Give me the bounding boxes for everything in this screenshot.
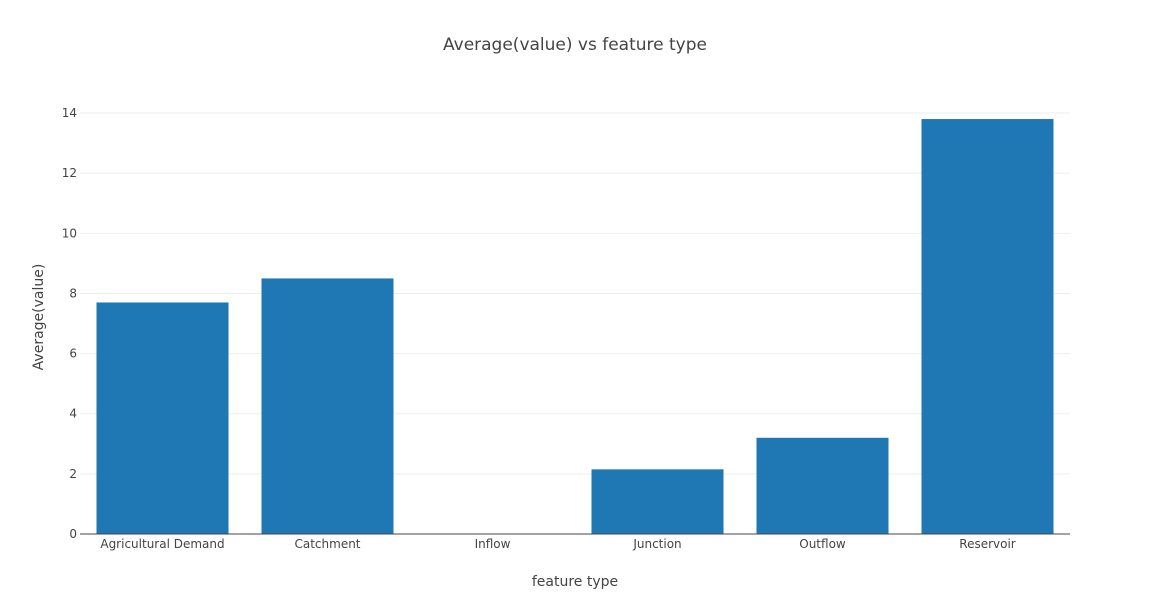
x-tick-label: Agricultural Demand	[100, 537, 224, 551]
bar	[591, 469, 724, 534]
x-tick-label: Reservoir	[959, 537, 1016, 551]
bar	[921, 119, 1054, 534]
y-tick-label: 12	[62, 166, 77, 180]
y-tick-label: 2	[69, 467, 77, 481]
bar	[756, 437, 889, 534]
y-tick-label: 8	[69, 286, 77, 300]
chart-title: Average(value) vs feature type	[443, 35, 707, 55]
y-tick-label: 6	[69, 347, 77, 361]
x-tick-label: Catchment	[294, 537, 360, 551]
y-tick-label: 14	[62, 106, 77, 120]
bar	[261, 278, 394, 534]
gridlines	[80, 112, 1070, 475]
y-tick-label: 4	[69, 407, 77, 421]
x-tick-label: Junction	[632, 537, 681, 551]
x-axis-ticks: Agricultural Demand Catchment Inflow Juncti…	[100, 537, 1015, 551]
x-axis-title: feature type	[532, 574, 618, 590]
y-axis-title: Average(value)	[31, 264, 47, 371]
bars	[96, 119, 1054, 534]
y-axis-ticks: 0 2 4 6 8 10 12 14	[62, 106, 77, 541]
x-tick-label: Outflow	[799, 537, 846, 551]
y-tick-label: 10	[62, 226, 77, 240]
bar	[96, 302, 229, 534]
x-tick-label: Inflow	[475, 537, 511, 551]
y-tick-label: 0	[69, 527, 77, 541]
